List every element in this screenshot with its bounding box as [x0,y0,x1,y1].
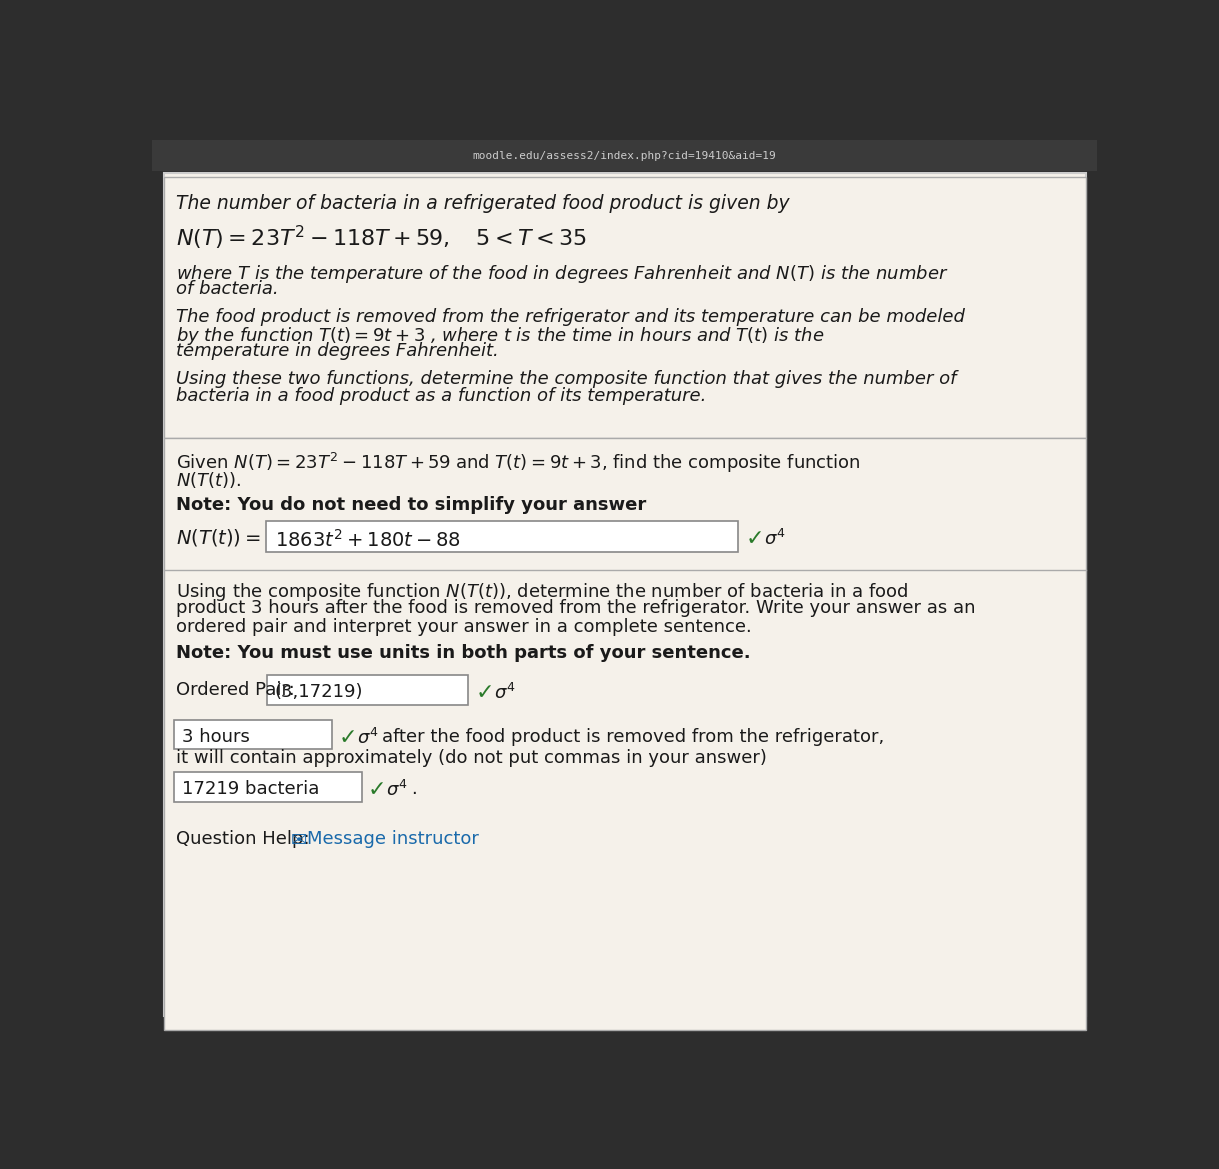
Text: ✓: ✓ [368,780,386,800]
Text: ✉: ✉ [290,831,307,850]
Text: The food product is removed from the refrigerator and its temperature can be mod: The food product is removed from the ref… [176,309,964,326]
Text: $N(T(t))$.: $N(T(t))$. [176,470,241,490]
Text: product 3 hours after the food is removed from the refrigerator. Write your answ: product 3 hours after the food is remove… [176,600,975,617]
Text: Question Help:: Question Help: [176,830,310,849]
Text: The number of bacteria in a refrigerated food product is given by: The number of bacteria in a refrigerated… [176,194,789,213]
Text: ✓: ✓ [339,728,357,748]
FancyBboxPatch shape [267,676,468,705]
Text: moodle.edu/assess2/index.php?cid=19410&aid=19: moodle.edu/assess2/index.php?cid=19410&a… [473,151,777,160]
Text: (3,17219): (3,17219) [274,683,363,701]
Text: $N(T) = 23T^2 - 118T + 59,\quad 5 < T < 35$: $N(T) = 23T^2 - 118T + 59,\quad 5 < T < … [176,223,586,251]
Text: it will contain approximately (do not put commas in your answer): it will contain approximately (do not pu… [176,748,767,767]
Text: .: . [411,780,417,798]
Text: Using these two functions, determine the composite function that gives the numbe: Using these two functions, determine the… [176,369,956,388]
Text: temperature in degrees Fahrenheit.: temperature in degrees Fahrenheit. [176,343,499,360]
FancyBboxPatch shape [174,773,362,802]
FancyBboxPatch shape [152,140,1097,171]
Text: Given $N(T) = 23T^2 - 118T + 59$ and $T(t) = 9t + 3$, find the composite functio: Given $N(T) = 23T^2 - 118T + 59$ and $T(… [176,451,861,476]
Text: 17219 bacteria: 17219 bacteria [182,780,319,798]
Text: where $T$ is the temperature of the food in degrees Fahrenheit and $N(T)$ is the: where $T$ is the temperature of the food… [176,263,948,285]
Text: 3 hours: 3 hours [182,728,250,746]
Text: ✓: ✓ [745,530,764,549]
Text: $\sigma^4$: $\sigma^4$ [357,728,378,748]
Text: Message instructor: Message instructor [307,830,479,849]
Text: bacteria in a food product as a function of its temperature.: bacteria in a food product as a function… [176,387,706,404]
FancyBboxPatch shape [165,178,1086,437]
Text: ordered pair and interpret your answer in a complete sentence.: ordered pair and interpret your answer i… [176,617,751,636]
FancyBboxPatch shape [165,173,1086,1016]
FancyBboxPatch shape [266,521,737,552]
Text: $1863t^2 + 180t - 88$: $1863t^2 + 180t - 88$ [274,530,461,551]
Text: Using the composite function $N(T(t))$, determine the number of bacteria in a fo: Using the composite function $N(T(t))$, … [176,581,908,603]
Text: Note: You do not need to simplify your answer: Note: You do not need to simplify your a… [176,496,646,514]
Text: by the function $T(t) = 9t + 3$ , where $t$ is the time in hours and $T(t)$ is t: by the function $T(t) = 9t + 3$ , where … [176,325,824,347]
Text: $\sigma^4$: $\sigma^4$ [764,530,785,549]
Text: $\sigma^4$: $\sigma^4$ [386,780,408,801]
FancyBboxPatch shape [174,720,332,749]
Text: ✓: ✓ [475,683,494,703]
Text: $N(T(t)) =$: $N(T(t)) =$ [176,527,261,548]
Text: after the food product is removed from the refrigerator,: after the food product is removed from t… [382,728,884,746]
Text: Ordered Pair:: Ordered Pair: [176,680,294,699]
Text: Note: You must use units in both parts of your sentence.: Note: You must use units in both parts o… [176,644,750,662]
Text: of bacteria.: of bacteria. [176,281,278,298]
FancyBboxPatch shape [165,437,1086,1030]
Text: $\sigma^4$: $\sigma^4$ [494,683,516,704]
